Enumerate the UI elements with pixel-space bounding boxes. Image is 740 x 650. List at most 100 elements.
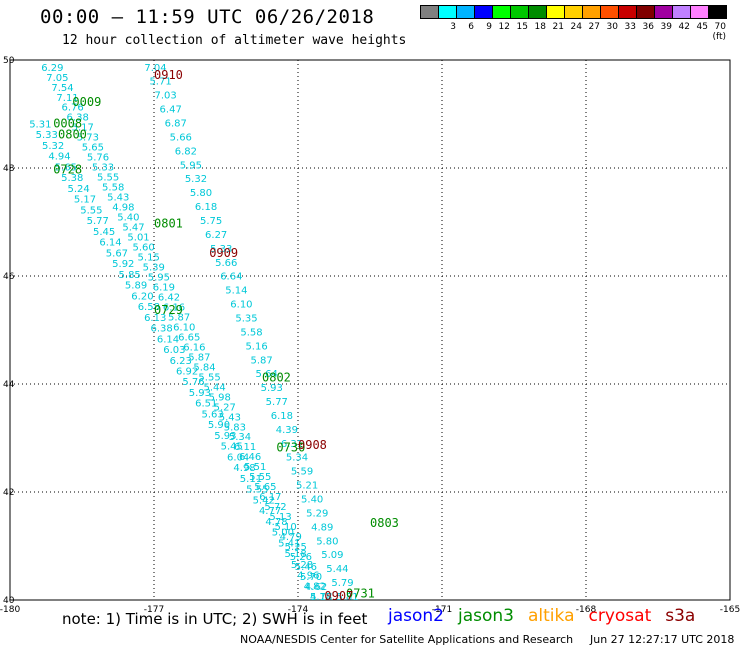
wave-height-value: 5.24 bbox=[67, 184, 89, 195]
wave-height-value: 4.98 bbox=[233, 463, 255, 474]
y-tick-label: 46 bbox=[3, 272, 15, 282]
x-tick-label: -171 bbox=[432, 605, 452, 615]
wave-height-value: 5.81 bbox=[336, 592, 358, 603]
wave-height-value: 5.18 bbox=[284, 549, 306, 560]
pass-time-label: 0910 bbox=[154, 68, 183, 82]
pass-time-label: 0907 bbox=[324, 589, 353, 603]
wave-height-value: 4.77 bbox=[310, 592, 332, 603]
wave-height-value: 4.78 bbox=[265, 517, 287, 528]
wave-height-value: 5.72 bbox=[264, 502, 286, 513]
satellite-legend-item: cryosat bbox=[588, 606, 652, 626]
wave-height-value: 5.27 bbox=[214, 402, 236, 413]
chart-subtitle: 12 hour collection of altimeter wave hei… bbox=[62, 33, 407, 48]
colorbar-label: 6 bbox=[468, 22, 474, 32]
pass-time-label: 0908 bbox=[298, 438, 327, 452]
wave-height-value: 5.89 bbox=[125, 281, 147, 292]
wave-height-value: 5.87 bbox=[251, 355, 273, 366]
pass-time-label: 0801 bbox=[154, 216, 183, 230]
track-west: 6.297.057.547.116.766.385.175.735.655.76… bbox=[41, 63, 332, 603]
colorbar-cell bbox=[564, 5, 583, 19]
wave-height-value: 6.38 bbox=[150, 324, 172, 335]
wave-height-value: 5.98 bbox=[209, 392, 231, 403]
wave-height-value: 6.03 bbox=[163, 345, 185, 356]
wave-height-value: 5.31 bbox=[29, 120, 51, 131]
wave-height-value: 5.55 bbox=[198, 372, 220, 383]
wave-height-value: 5.73 bbox=[77, 133, 99, 144]
colorbar-label: 27 bbox=[588, 22, 600, 32]
wave-height-value: 5.51 bbox=[244, 462, 266, 473]
wave-height-value: 6.47 bbox=[160, 105, 182, 116]
wave-height-value: 5.45 bbox=[93, 227, 115, 238]
pass-time-label: 0009 bbox=[72, 95, 101, 109]
wave-height-value: 5.79 bbox=[331, 578, 353, 589]
wave-height-value: 4.94 bbox=[48, 152, 70, 163]
colorbar-label: 15 bbox=[516, 22, 528, 32]
wave-height-value: 5.80 bbox=[316, 536, 338, 547]
wave-height-value: 5.28 bbox=[291, 560, 313, 571]
pass-time-label: 0729 bbox=[154, 303, 183, 317]
y-tick-label: 48 bbox=[3, 164, 15, 174]
wave-height-value: 5.75 bbox=[200, 216, 222, 227]
wave-height-value: 6.14 bbox=[157, 334, 179, 345]
wave-height-value: 4.98 bbox=[112, 203, 134, 214]
wave-height-value: 5.26 bbox=[290, 552, 312, 563]
colorbar-label: 21 bbox=[552, 22, 564, 32]
wave-height-value: 7.03 bbox=[155, 91, 177, 102]
wave-height-value: 5.09 bbox=[321, 550, 343, 561]
wave-height-value: 5.87 bbox=[188, 352, 210, 363]
wave-height-value: 7.04 bbox=[144, 63, 166, 74]
y-tick-label: 50 bbox=[3, 56, 15, 66]
wave-height-value: 5.47 bbox=[122, 223, 144, 234]
colorbar-label: 9 bbox=[486, 22, 492, 32]
wave-height-colorbar bbox=[420, 5, 727, 19]
wave-height-value: 5.93 bbox=[261, 383, 283, 394]
wave-height-value: 6.87 bbox=[165, 119, 187, 130]
colorbar-cell bbox=[528, 5, 547, 19]
pass-time-label: 0803 bbox=[370, 516, 399, 530]
y-tick-label: 40 bbox=[3, 596, 15, 606]
wave-height-value: 6.27 bbox=[205, 230, 227, 241]
wave-height-value: 5.01 bbox=[127, 233, 149, 244]
colorbar-label: 12 bbox=[498, 22, 510, 32]
colorbar-label: 18 bbox=[534, 22, 546, 32]
wave-height-value: 5.83 bbox=[224, 422, 246, 433]
wave-height-value: 5.67 bbox=[106, 248, 128, 259]
y-tick-label: 42 bbox=[3, 488, 14, 498]
colorbar-cell bbox=[474, 5, 493, 19]
wave-height-value: 5.21 bbox=[296, 481, 318, 492]
pass-time-label: 0802 bbox=[262, 370, 291, 384]
chart-title: 00:00 – 11:59 UTC 06/26/2018 bbox=[40, 6, 375, 28]
wave-height-value: 4.82 bbox=[304, 581, 326, 592]
wave-height-value: 5.25 bbox=[285, 542, 307, 553]
wave-height-value: 6.04 bbox=[227, 452, 249, 463]
wave-height-value: 5.17 bbox=[72, 123, 94, 134]
wave-height-value: 5.39 bbox=[143, 262, 165, 273]
wave-height-value: 5.55 bbox=[249, 472, 271, 483]
satellite-legend-item: jason3 bbox=[458, 606, 514, 626]
y-tick-label: 44 bbox=[3, 380, 15, 390]
x-tick-label: -177 bbox=[144, 605, 164, 615]
colorbar-cell bbox=[546, 5, 565, 19]
wave-height-value: 5.58 bbox=[240, 327, 262, 338]
colorbar-cell bbox=[510, 5, 529, 19]
wave-height-value: 6.19 bbox=[153, 282, 175, 293]
colorbar-cell bbox=[420, 5, 439, 19]
wave-height-value: 5.55 bbox=[97, 173, 119, 184]
wave-height-value: 6.10 bbox=[173, 322, 195, 333]
colorbar-label: 24 bbox=[570, 22, 582, 32]
colorbar-label: 39 bbox=[660, 22, 672, 32]
wave-height-value: 6.16 bbox=[163, 302, 185, 313]
wave-height-value: 5.45 bbox=[221, 442, 243, 453]
wave-height-value: 6.23 bbox=[170, 356, 192, 367]
wave-height-value: 6.16 bbox=[183, 342, 205, 353]
colorbar-labels: 3 6 9 12 15 18 21 24 27 30 33 36 39 42 45 70 (ft) bbox=[420, 22, 726, 42]
wave-height-tracks: 6.297.057.547.116.766.385.175.735.655.76… bbox=[29, 63, 358, 603]
wave-height-value: 5.63 bbox=[202, 409, 224, 420]
wave-height-value: 7.54 bbox=[51, 83, 73, 94]
wave-height-value: 5.90 bbox=[208, 420, 230, 431]
wave-height-value: 5.95 bbox=[180, 160, 202, 171]
wave-height-value: 5.87 bbox=[168, 312, 190, 323]
pass-time-label: 0800 bbox=[58, 127, 87, 141]
wave-height-value: 6.18 bbox=[271, 411, 293, 422]
